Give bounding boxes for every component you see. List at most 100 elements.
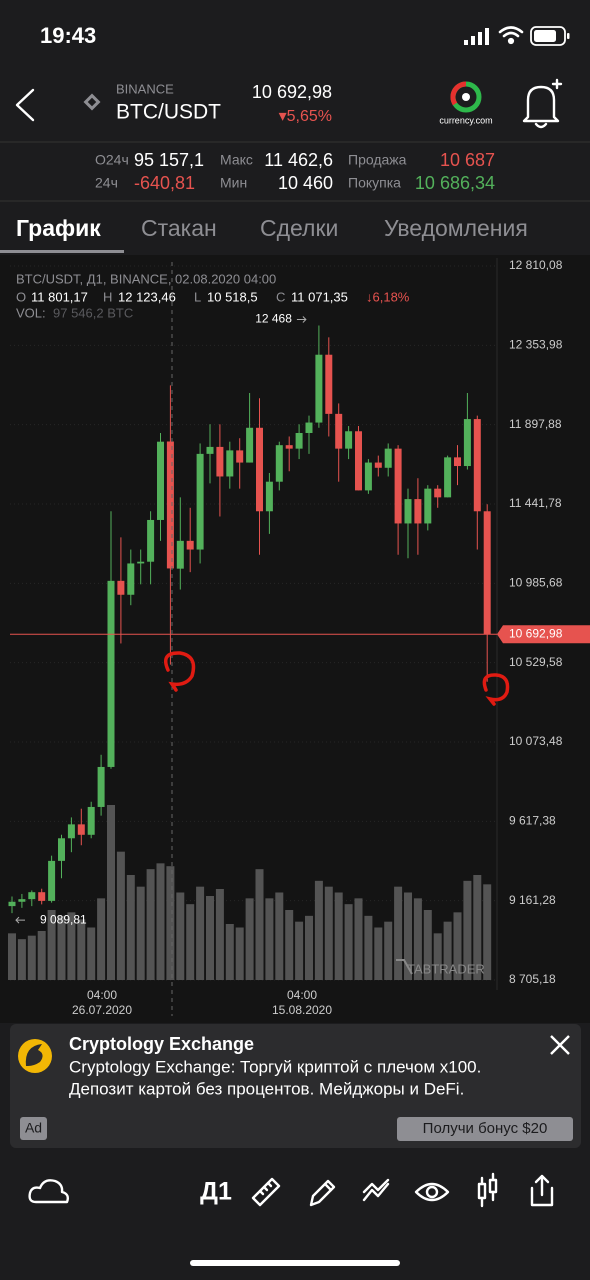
volume-bar bbox=[27, 935, 36, 980]
status-time: 19:43 bbox=[40, 23, 96, 48]
volume-bar bbox=[196, 886, 205, 980]
watermark: TABTRADER bbox=[396, 959, 485, 976]
y-tick-label: 9 161,28 bbox=[509, 893, 556, 907]
volume-bar bbox=[453, 912, 462, 980]
chart-info-title: BTC/USDT, Д1, BINANCE, 02.08.2020 04:00 bbox=[16, 271, 276, 286]
candle-body bbox=[325, 354, 333, 414]
ad-badge-text: Ad bbox=[25, 1120, 42, 1136]
y-tick-label: 10 985,68 bbox=[509, 576, 563, 590]
candle-body bbox=[335, 413, 343, 449]
candle-body bbox=[404, 499, 412, 524]
candle-body bbox=[127, 563, 135, 595]
stat-value: 10 687 bbox=[440, 150, 495, 170]
volume-bar bbox=[483, 884, 492, 980]
volume-bar bbox=[215, 889, 224, 980]
volume-bar bbox=[394, 886, 403, 980]
volume-bar bbox=[305, 915, 313, 980]
ruler-button[interactable] bbox=[251, 1177, 281, 1207]
candle-body bbox=[275, 445, 283, 482]
volume-bar bbox=[245, 898, 254, 980]
ad-button-text: Получи бонус $20 bbox=[423, 1120, 548, 1137]
candle-body bbox=[107, 580, 115, 767]
candle-body bbox=[206, 446, 214, 454]
y-tick-label: 11 897,88 bbox=[509, 417, 562, 431]
header-price: 10 692,98 bbox=[252, 82, 332, 102]
stat-value: 11 462,6 bbox=[264, 150, 333, 170]
tab[interactable]: Уведомления bbox=[384, 215, 528, 241]
chart-type-button[interactable] bbox=[477, 1172, 498, 1208]
volume-bar bbox=[354, 898, 363, 980]
indicators-button[interactable] bbox=[362, 1178, 390, 1202]
candle-body bbox=[374, 462, 382, 468]
volume-bar bbox=[37, 931, 46, 980]
candle-body bbox=[8, 901, 16, 907]
candle-body bbox=[28, 892, 36, 900]
candle-body bbox=[256, 427, 263, 512]
exchange-name: BINANCE bbox=[116, 81, 174, 96]
candle-body bbox=[117, 580, 125, 595]
volume-bar bbox=[186, 904, 195, 980]
interval-button[interactable]: Д1 bbox=[200, 1178, 232, 1206]
volume-bar bbox=[176, 892, 185, 980]
ohlc-value: 12 123,46 bbox=[118, 289, 176, 304]
ohlc-key: C bbox=[276, 289, 285, 304]
volume-bar bbox=[225, 924, 234, 980]
ad-close[interactable] bbox=[550, 1035, 570, 1055]
ad-title: Cryptology Exchange bbox=[69, 1034, 254, 1054]
candle-body bbox=[414, 499, 422, 524]
stat-label: Продажа bbox=[348, 152, 407, 168]
candle-body bbox=[295, 432, 303, 449]
high-arrow bbox=[296, 316, 307, 323]
volume-bar bbox=[107, 805, 115, 980]
ad-badge bbox=[20, 1117, 47, 1140]
tab[interactable]: Сделки bbox=[260, 215, 338, 241]
alert-button[interactable] bbox=[522, 78, 563, 129]
stat-label: Мин bbox=[220, 175, 247, 191]
candle-body bbox=[67, 824, 75, 839]
stat-label: 24ч bbox=[95, 175, 118, 191]
candle-body bbox=[444, 457, 452, 498]
volume-bar bbox=[235, 927, 244, 980]
volume-bar bbox=[77, 919, 86, 980]
candle-body bbox=[483, 511, 491, 635]
candle-body bbox=[48, 860, 56, 901]
pencil-button[interactable] bbox=[309, 1179, 336, 1207]
annotation-circle bbox=[164, 651, 196, 692]
tab-active[interactable]: График bbox=[16, 215, 101, 241]
stat-value: 10 460 bbox=[278, 173, 333, 193]
battery-icon bbox=[530, 26, 570, 46]
eye-button[interactable] bbox=[414, 1182, 450, 1202]
volume-bar bbox=[97, 898, 106, 980]
volume-bar bbox=[156, 863, 165, 980]
share-button[interactable] bbox=[530, 1174, 554, 1207]
header-change: ▾5,65% bbox=[279, 108, 332, 125]
volume-bar bbox=[374, 927, 383, 980]
volume-bar bbox=[67, 912, 76, 980]
volume-bar bbox=[47, 910, 56, 980]
candle-body bbox=[345, 431, 353, 449]
ohlc-change: ↓6,18% bbox=[366, 289, 410, 304]
candle-body bbox=[355, 431, 362, 491]
candle-body bbox=[463, 419, 471, 467]
pair-name: BTC/USDT bbox=[116, 101, 221, 124]
stat-value: 95 157,1 bbox=[134, 150, 204, 170]
volume-bar bbox=[364, 915, 373, 980]
volume-bar bbox=[334, 892, 343, 980]
candle-body bbox=[473, 419, 481, 512]
volume-bar bbox=[443, 921, 452, 980]
candle-body bbox=[305, 422, 313, 433]
back-button[interactable] bbox=[15, 88, 35, 122]
candle-body bbox=[157, 441, 164, 520]
y-tick-label: 11 441,78 bbox=[509, 496, 562, 510]
candle-body bbox=[18, 899, 26, 902]
cloud-button[interactable] bbox=[28, 1179, 70, 1204]
volume-bar bbox=[8, 933, 16, 980]
wifi-icon bbox=[498, 26, 524, 45]
stat-label: О24ч bbox=[95, 152, 129, 168]
tab[interactable]: Стакан bbox=[141, 215, 217, 241]
ad-button[interactable] bbox=[397, 1117, 573, 1141]
y-tick-label: 10 073,48 bbox=[509, 734, 563, 748]
logo-text: currency.com bbox=[439, 115, 492, 125]
currency-logo[interactable]: currency.com bbox=[439, 81, 493, 125]
